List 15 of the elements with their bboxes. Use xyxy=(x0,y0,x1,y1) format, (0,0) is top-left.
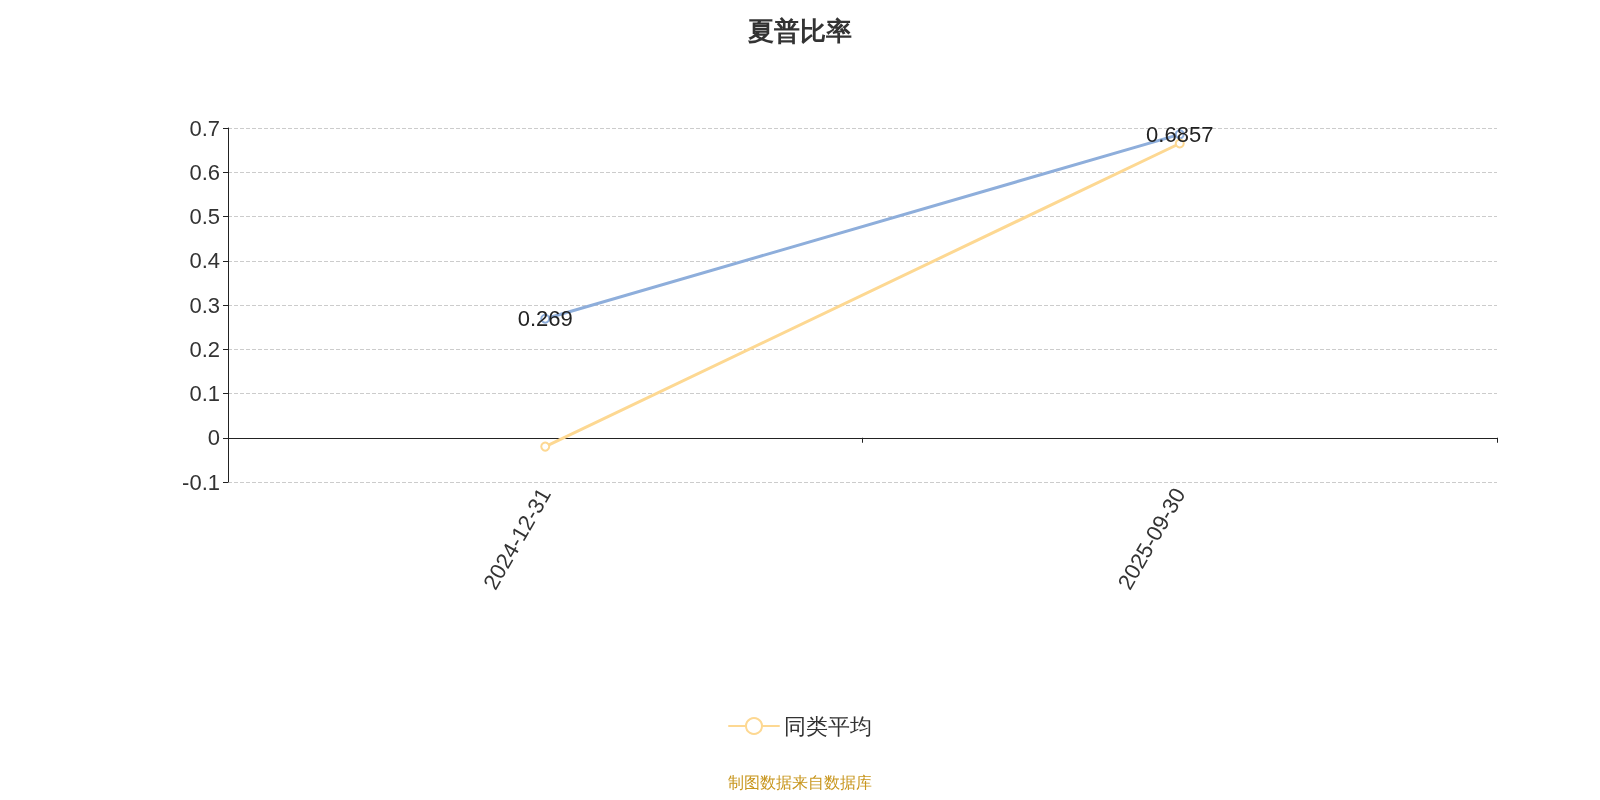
legend-label: 同类平均 xyxy=(784,713,872,739)
data-label: 0.269 xyxy=(517,306,573,332)
y-tick-label: 0.4 xyxy=(189,248,220,274)
text: 制图数据来自数据库 xyxy=(728,773,872,791)
chart-title: 夏普比率 xyxy=(747,16,852,46)
y-tick-label: 0.7 xyxy=(189,115,220,141)
y-tick-label: 0.1 xyxy=(189,381,220,406)
y-tick-label: -0.1 xyxy=(182,469,220,495)
data-label: 0.6857 xyxy=(1146,121,1214,147)
y-tick-label: 0.6 xyxy=(189,159,220,185)
y-tick-label: 0.5 xyxy=(189,204,220,229)
point xyxy=(540,441,551,452)
y-tick-label: 0.3 xyxy=(189,292,220,318)
y-tick-label: 0 xyxy=(207,425,220,451)
y-tick-label: 0.2 xyxy=(189,336,220,362)
